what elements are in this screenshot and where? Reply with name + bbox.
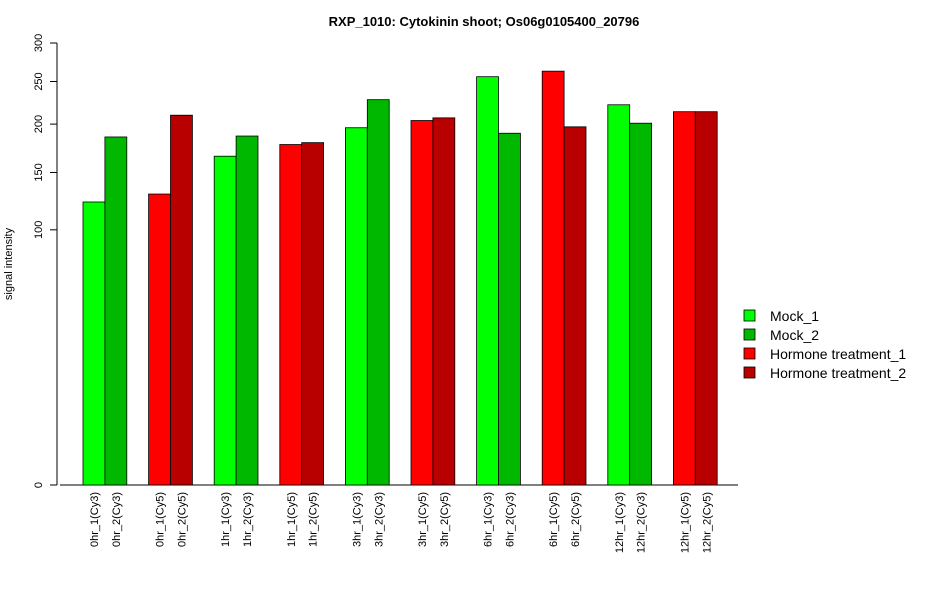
x-tick-label: 0hr_1(Cy3)	[89, 492, 101, 547]
x-tick-label: 12hr_1(Cy3)	[614, 492, 626, 553]
bar	[104, 136, 128, 486]
legend: Mock_1 Mock_2 Hormone treatment_1 Hormone t…	[743, 308, 906, 381]
bar	[498, 132, 521, 486]
plot-area: 0 100 150 200 250 300 0hr_1(Cy3) 0hr_2(Cy3) 0hr_…	[33, 34, 738, 553]
legend-label: Mock_1	[770, 308, 819, 324]
x-tick-label: 6hr_2(Cy5)	[570, 492, 582, 547]
legend-swatch	[743, 309, 756, 322]
x-tick-label: 12hr_1(Cy5)	[679, 492, 691, 553]
bar	[279, 144, 303, 486]
legend-label: Hormone treatment_1	[770, 346, 906, 362]
bar	[235, 135, 259, 486]
bar	[432, 117, 456, 486]
y-tick-label: 0	[33, 482, 45, 488]
y-tick-label: 100	[33, 221, 45, 239]
bar	[673, 111, 696, 486]
x-tick-label: 12hr_2(Cy3)	[636, 492, 648, 553]
bar	[607, 104, 631, 486]
bar	[82, 201, 106, 486]
bar	[476, 76, 499, 486]
x-tick-label: 1hr_2(Cy5)	[308, 492, 320, 547]
y-tick-label: 250	[33, 72, 45, 90]
x-tick-label: 0hr_2(Cy5)	[176, 492, 188, 547]
y-axis-label: signal intensity	[3, 227, 15, 300]
bar	[170, 114, 193, 486]
x-tick-label: 6hr_1(Cy5)	[548, 492, 560, 547]
bar	[148, 193, 171, 486]
x-tick-label: 3hr_1(Cy3)	[351, 492, 363, 547]
bar	[301, 142, 325, 486]
bar	[563, 126, 587, 486]
y-tick-label: 300	[33, 34, 45, 52]
x-tick-label: 0hr_2(Cy3)	[111, 492, 123, 547]
x-tick-label: 1hr_1(Cy3)	[220, 492, 232, 547]
legend-swatch	[743, 366, 756, 379]
y-tick-label: 200	[33, 115, 45, 133]
chart-title: RXP_1010: Cytokinin shoot; Os06g0105400_…	[329, 14, 640, 29]
y-tick-label: 150	[33, 163, 45, 181]
x-tick-label: 3hr_2(Cy5)	[439, 492, 451, 547]
bar	[541, 70, 565, 486]
bar	[410, 120, 434, 486]
bar	[366, 99, 390, 486]
legend-swatch	[743, 347, 756, 360]
bar	[213, 155, 237, 486]
x-tick-label: 1hr_2(Cy3)	[242, 492, 254, 547]
x-tick-label: 0hr_1(Cy5)	[155, 492, 167, 547]
legend-label: Hormone treatment_2	[770, 365, 906, 381]
bar	[694, 111, 718, 486]
x-tick-label: 3hr_2(Cy3)	[373, 492, 385, 547]
legend-label: Mock_2	[770, 327, 819, 343]
x-tick-label: 3hr_1(Cy5)	[417, 492, 429, 547]
x-tick-label: 12hr_2(Cy5)	[701, 492, 713, 553]
x-tick-label: 1hr_1(Cy5)	[286, 492, 298, 547]
bar	[629, 122, 653, 486]
bar	[344, 127, 368, 486]
legend-swatch	[743, 328, 756, 341]
x-tick-label: 6hr_1(Cy3)	[483, 492, 495, 547]
x-tick-label: 6hr_2(Cy3)	[504, 492, 516, 547]
